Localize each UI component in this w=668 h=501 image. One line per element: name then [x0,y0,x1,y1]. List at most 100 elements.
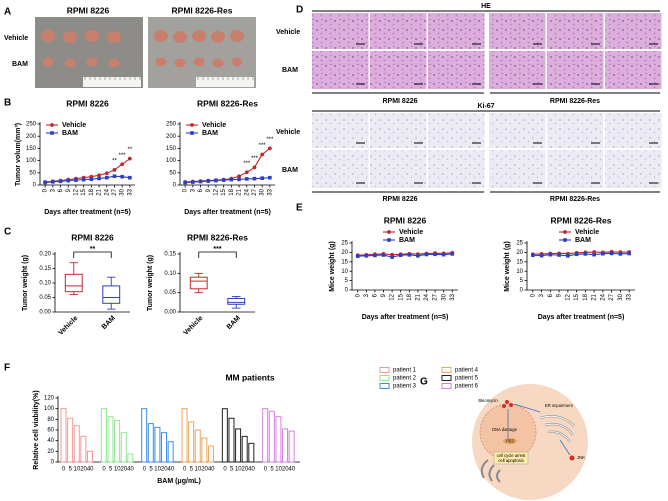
bar [201,437,208,463]
y-tick-label: 100 [44,406,55,412]
x-tick-label: 40 [208,467,215,473]
row-label: BAM [282,167,298,174]
point [601,251,605,256]
bar [268,410,275,463]
y-tick-label: 100 [26,158,37,164]
x-tick-label: Vehicle [182,315,204,337]
stain-title: HE [481,3,491,10]
bar [288,430,295,463]
drug [502,404,506,408]
tumor [212,58,224,68]
chart-title: RPMI 8226 [71,232,114,242]
x-tick-label: 33 [267,188,273,195]
tumor-photo [148,17,256,88]
x-tick-label: 3 [539,293,545,297]
annotation: *** [119,153,127,159]
bar [127,453,134,463]
histology-tile [605,13,662,49]
y-tick-label: 0.10 [39,281,51,287]
annotation: ** [112,158,117,164]
bar [67,417,74,463]
point [120,162,125,167]
x-tick-label: 12 [74,188,80,195]
panel-label: G [420,377,428,388]
histology-tile [547,150,604,188]
point [66,178,71,183]
histology-tile [428,113,485,148]
point [128,175,132,180]
annotation: ** [128,147,133,153]
x-tick-label: 20 [242,467,249,473]
y-tick-label: 40 [47,438,54,444]
tumor [231,57,243,67]
point [407,253,412,257]
box [227,297,246,305]
bar [188,421,195,463]
tumor [85,30,99,42]
x-tick-label: 9 [381,293,387,297]
x-tick-label: 0 [530,293,536,297]
x-tick-label: 3 [50,188,56,192]
y-tick-label: 0.15 [164,252,176,258]
y-tick-label: 200 [166,134,177,140]
x-tick-label: 40 [168,467,175,473]
x-tick-label: 18 [229,188,235,195]
histology-tile [489,13,546,49]
x-tick-label: 10 [74,467,81,473]
y-tick-label: 25 [516,241,523,247]
x-tick-label: 0 [43,188,49,192]
histology-tile [489,113,546,148]
y-tick-label: 0.05 [164,290,176,296]
y-tick-label: 15 [516,259,523,265]
point [51,180,55,184]
legend-label: Vehicle [575,229,599,236]
chart-title: RPMI 8226 [384,215,427,225]
annotation: *** [266,137,274,143]
box [189,276,208,290]
tumor [154,30,168,42]
bar [262,408,269,463]
x-tick-label: 24 [244,188,250,195]
annotation: *** [243,161,251,167]
point [104,175,109,180]
x-tick-label: 33 [450,293,456,300]
point [191,180,195,184]
x-tick-label: 15 [398,293,404,300]
tumor [63,31,77,43]
x-tick-label: 15 [81,188,87,195]
y-tick-label: 0.00 [39,310,51,316]
point [112,167,117,172]
legend-label: patient 2 [393,376,417,382]
x-tick-label: 33 [627,293,633,300]
y-axis-label: Mice weight (g) [329,241,336,292]
tumor [108,58,120,68]
legend-swatch [441,383,452,389]
x-tick-label: 30 [441,293,447,300]
point [390,255,394,259]
bar [167,441,174,463]
histology-tile [428,51,485,89]
point [355,254,360,258]
point [237,177,241,182]
bar [107,416,114,463]
chart-title: RPMI 8226 [66,98,109,108]
drug [505,400,509,404]
x-tick-label: 5 [270,467,274,473]
point [244,177,249,181]
histology-tile [605,150,662,188]
legend-swatch [379,383,390,389]
bar [154,426,161,463]
y-tick-label: 20 [47,449,54,455]
y-tick-label: 0.20 [39,252,51,258]
panel-label: C [4,227,11,238]
bar [248,442,255,463]
x-tick-label: 40 [248,467,255,473]
significance-label: ** [90,246,96,253]
tumor [86,57,98,67]
x-tick-label: 9 [66,188,72,192]
tumor [42,57,54,67]
legend-swatch [379,367,390,373]
group-label: RPMI 8226-Res [550,98,600,105]
point [206,179,211,183]
